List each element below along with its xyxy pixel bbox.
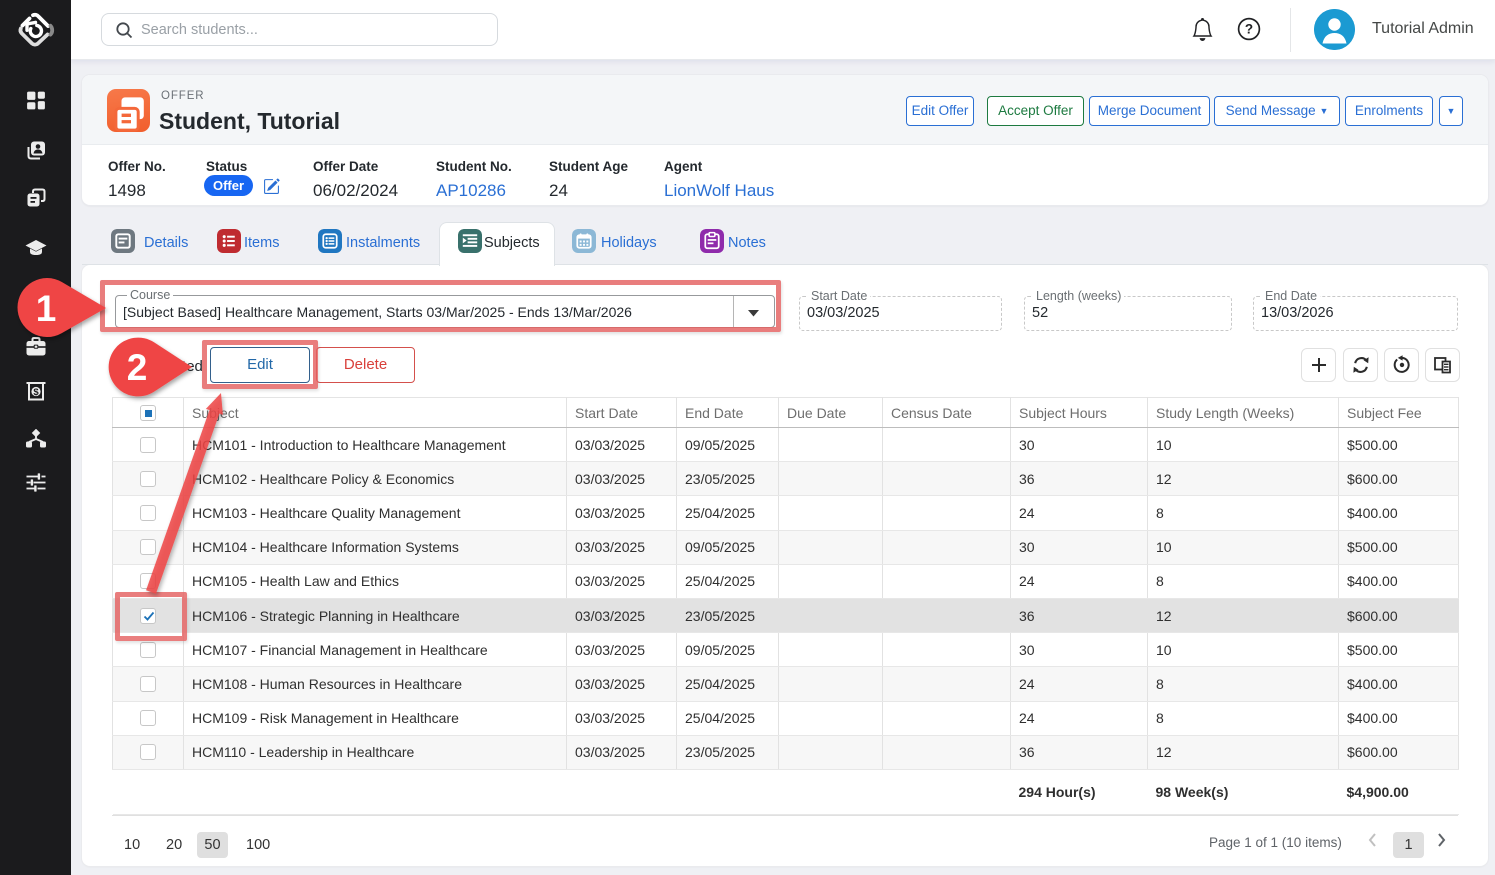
svg-text:$: $ <box>33 387 39 398</box>
svg-text:?: ? <box>1245 22 1253 37</box>
